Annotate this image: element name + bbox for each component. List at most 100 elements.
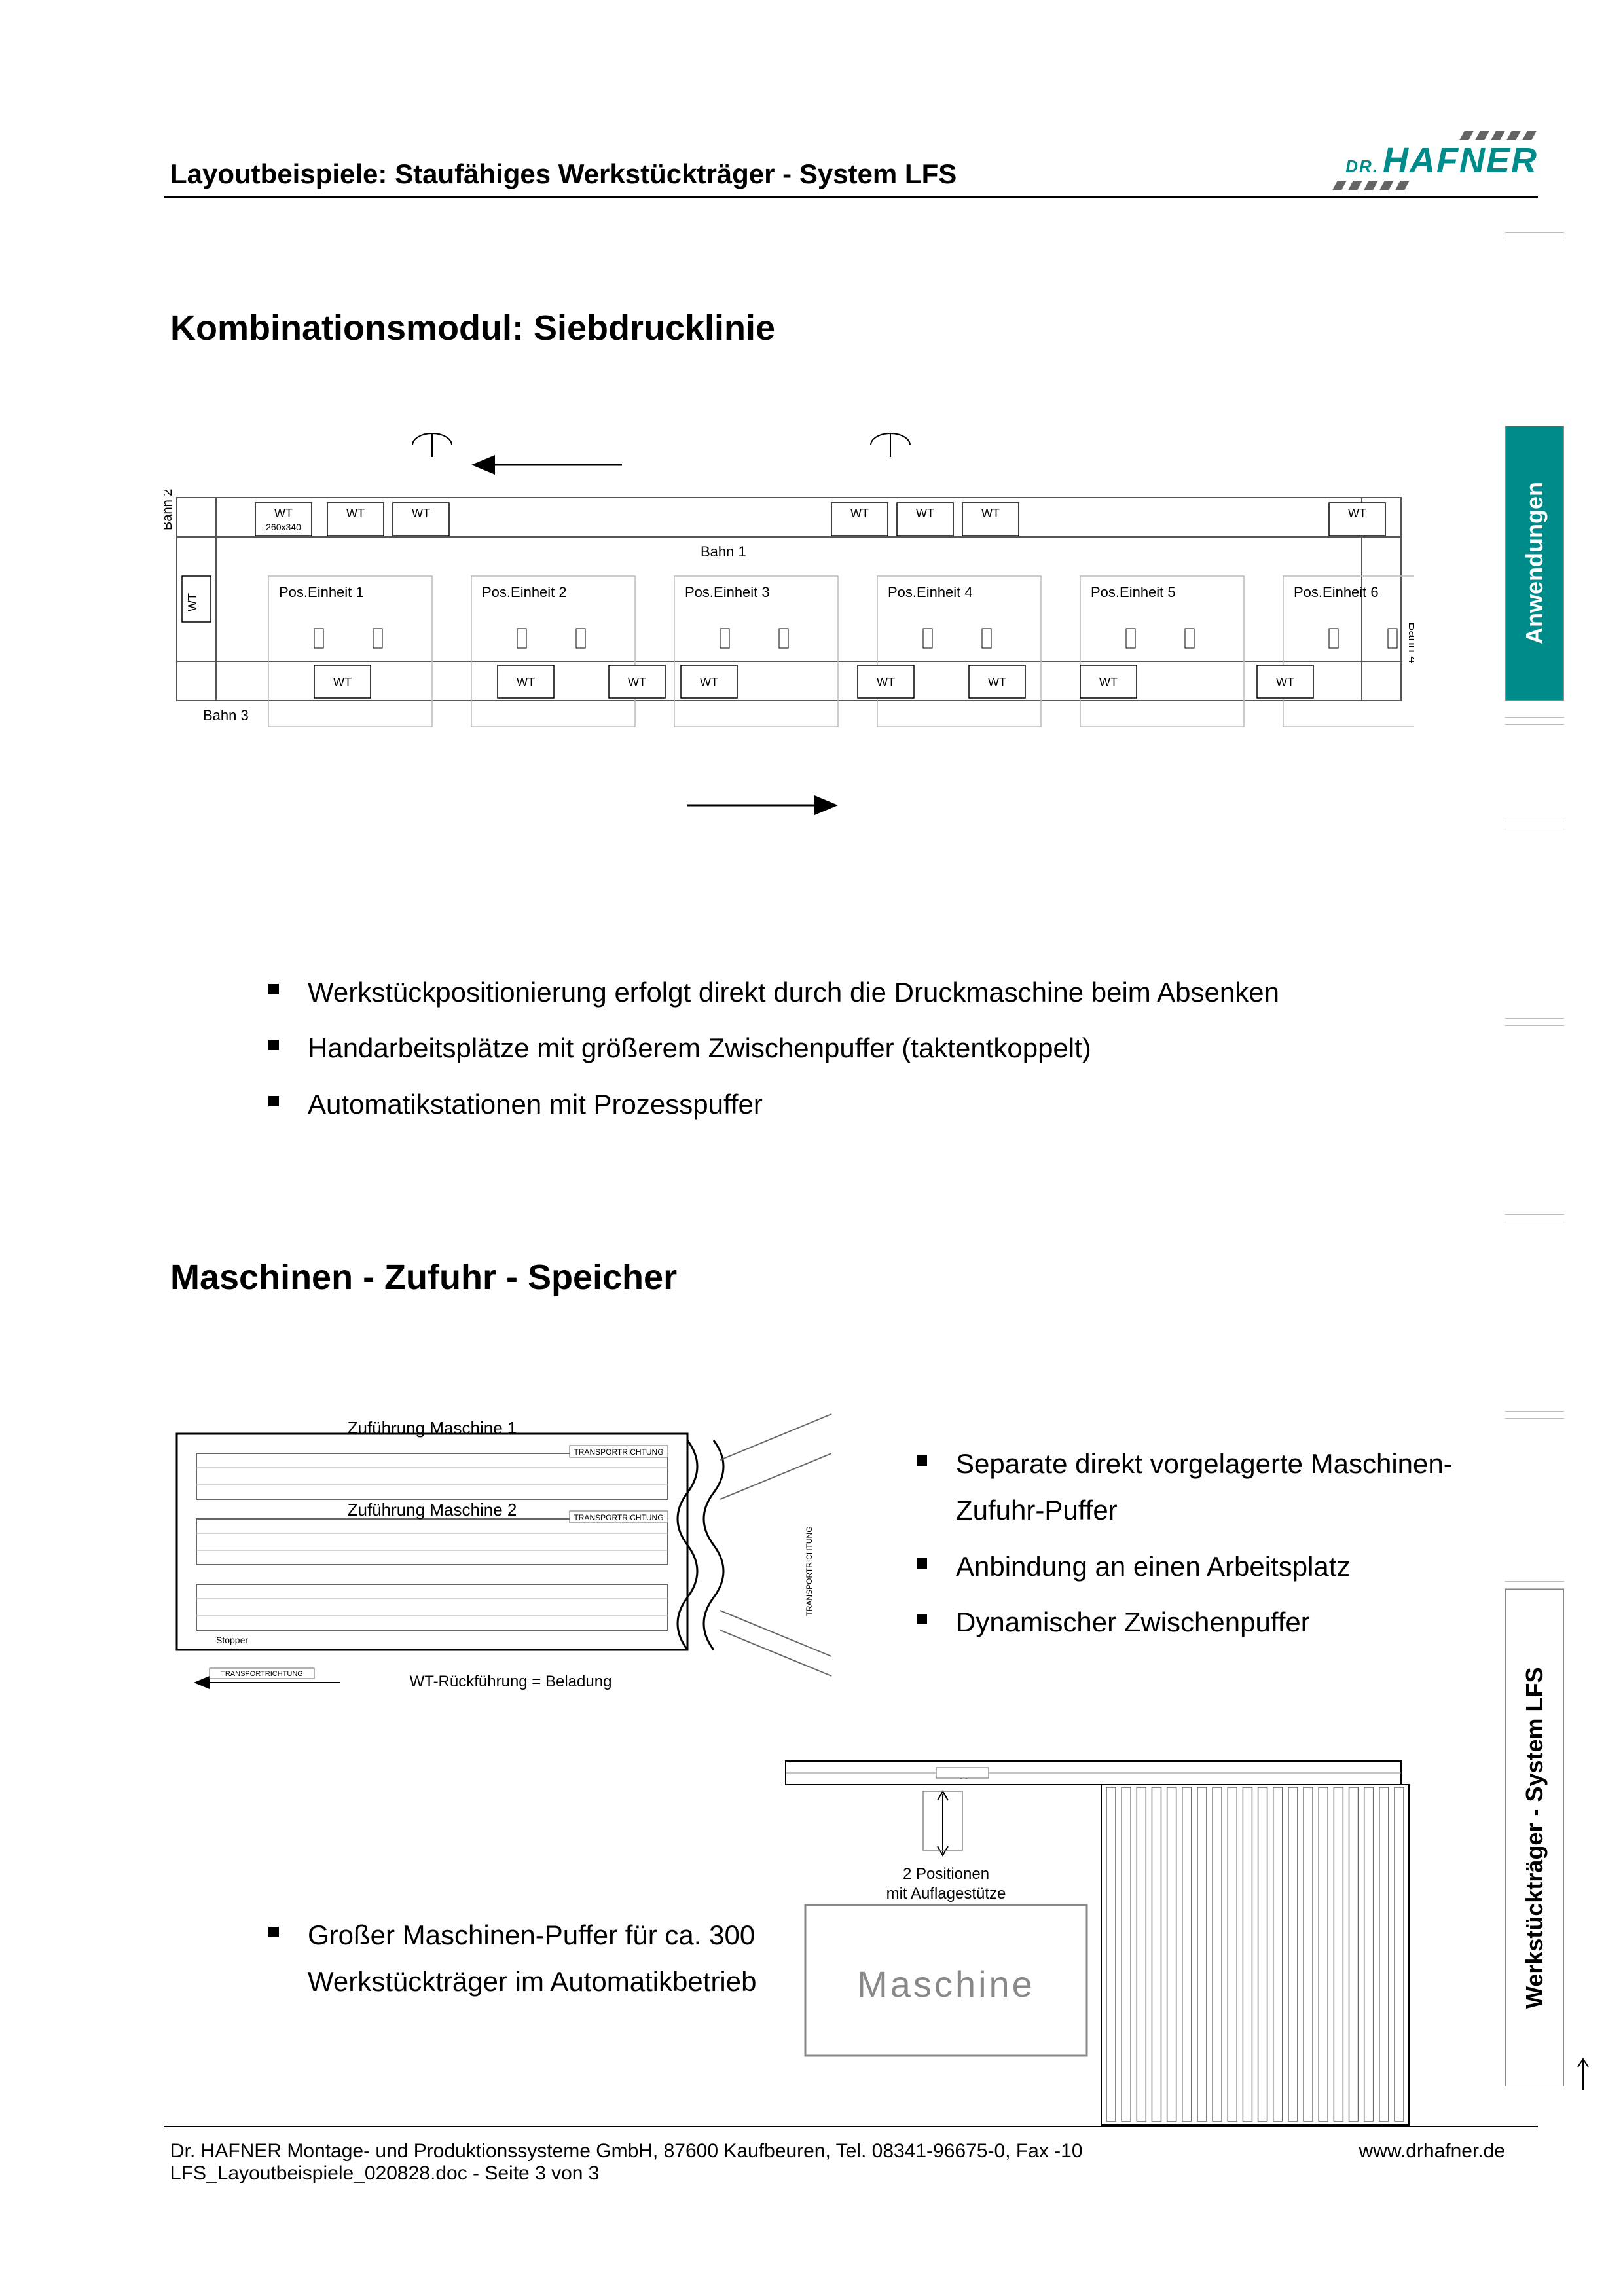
diagram-maschine-buffer: Stopper Maschine 2 Positionen mit Auflag… (779, 1755, 1414, 2134)
buffer-slot (1395, 1787, 1404, 2121)
bullet-item: Werkstückpositionierung erfolgt direkt d… (268, 969, 1453, 1015)
wt-box: WT (1329, 503, 1385, 536)
processing-station: Pos.Einheit 6 (1283, 576, 1414, 727)
buffer-slot (1288, 1787, 1298, 2121)
bullet-item: Dynamischer Zwischenpuffer (917, 1599, 1492, 1645)
bullet-item: Handarbeitsplätze mit größerem Zwischenp… (268, 1025, 1453, 1071)
bullet-list-zufuhr: Separate direkt vorgelagerte Maschinen-Z… (917, 1440, 1492, 1655)
wt-box: WT (1257, 665, 1313, 698)
side-tab-system-lfs[interactable]: Werkstückträger - System LFS (1505, 1589, 1564, 2086)
wt-box: WT (897, 503, 953, 536)
wt-box: WT (498, 665, 554, 698)
wt-box: WT (327, 503, 384, 536)
wt-box: WT 260x340 (255, 503, 312, 536)
section-heading-siebdruck: Kombinationsmodul: Siebdrucklinie (170, 308, 775, 348)
buffer-slot (1334, 1787, 1343, 2121)
bullet-list-siebdruck: Werkstückpositionierung erfolgt direkt d… (268, 969, 1453, 1137)
brand-logo: DR. HAFNER (1345, 131, 1538, 190)
side-tab-label: Werkstückträger - System LFS (1521, 1667, 1548, 2009)
svg-text:Pos.Einheit 2: Pos.Einheit 2 (482, 584, 567, 600)
svg-text:Pos.Einheit 4: Pos.Einheit 4 (888, 584, 973, 600)
svg-text:WT: WT (333, 676, 352, 689)
svg-text:TRANSPORTRICHTUNG: TRANSPORTRICHTUNG (221, 1670, 303, 1678)
footer-divider (164, 2126, 1538, 2127)
stopper-label: Stopper (216, 1635, 248, 1645)
diagram-zufuhr-speicher: TRANSPORTRICHTUNG TRANSPORTRICHTUNG Zufü… (170, 1394, 838, 1728)
side-tab-anwendungen[interactable]: Anwendungen (1505, 426, 1564, 701)
svg-text:Pos.Einheit 6: Pos.Einheit 6 (1294, 584, 1379, 600)
buffer-slot (1379, 1787, 1389, 2121)
header-divider (164, 196, 1538, 198)
diagram-siebdrucklinie: Pos.Einheit 1 Pos.Einheit 2 Pos.Einheit 3 P… (164, 426, 1414, 858)
svg-text:WT: WT (346, 507, 365, 520)
side-arrow-up-icon (1573, 2054, 1593, 2093)
buffer-slot (1137, 1787, 1146, 2121)
logo-prefix: DR. (1345, 156, 1379, 177)
feed-label-1: Zuführung Maschine 1 (348, 1418, 517, 1438)
wt-box: WT (858, 665, 914, 698)
buffer-slot (1213, 1787, 1222, 2121)
svg-text:WT: WT (1276, 676, 1294, 689)
lane-label-bahn3: Bahn 3 (203, 707, 249, 723)
svg-text:WT: WT (850, 507, 869, 520)
transport-direction-label: TRANSPORTRICHTUNG (574, 1448, 663, 1457)
buffer-slot (1273, 1787, 1283, 2121)
lane-label-bahn4: Bahn 4 (1406, 622, 1414, 663)
buffer-slot (1106, 1787, 1116, 2121)
side-tab-label: Anwendungen (1521, 482, 1548, 644)
svg-text:WT: WT (274, 507, 293, 520)
svg-text:WT: WT (186, 593, 199, 611)
processing-station: Pos.Einheit 2 (471, 576, 635, 727)
buffer-slot (1228, 1787, 1237, 2121)
svg-text:260x340: 260x340 (266, 522, 301, 532)
svg-text:Pos.Einheit 5: Pos.Einheit 5 (1091, 584, 1176, 600)
svg-text:WT: WT (1348, 507, 1366, 520)
positions-label-1: 2 Positionen (903, 1865, 989, 1883)
section-heading-zufuhr: Maschinen - Zufuhr - Speicher (170, 1257, 677, 1298)
svg-text:WT: WT (877, 676, 895, 689)
buffer-slot (1152, 1787, 1161, 2121)
svg-text:WT: WT (517, 676, 535, 689)
svg-text:WT: WT (628, 676, 646, 689)
lane-label-bahn1: Bahn 1 (701, 543, 746, 560)
wt-box: WT (182, 576, 211, 622)
bullet-item: Anbindung an einen Arbeitsplatz (917, 1543, 1492, 1590)
bullet-item: Automatikstationen mit Prozesspuffer (268, 1081, 1453, 1127)
buffer-slot (1197, 1787, 1207, 2121)
feed-label-2: Zuführung Maschine 2 (348, 1500, 517, 1520)
bullet-list-machine-buffer: Großer Maschinen-Puffer für ca. 300 Werk… (268, 1912, 759, 2014)
svg-text:WT: WT (916, 507, 934, 520)
return-label: WT-Rückführung = Beladung (410, 1673, 612, 1690)
svg-text:WT: WT (981, 507, 1000, 520)
logo-name: HAFNER (1383, 140, 1538, 181)
buffer-slot (1319, 1787, 1328, 2121)
page-header: Layoutbeispiele: Staufähiges Werkstücktr… (170, 131, 1538, 203)
buffer-slot (1167, 1787, 1176, 2121)
wt-box: WT (962, 503, 1019, 536)
processing-station: Pos.Einheit 4 (877, 576, 1041, 727)
footer-address: Dr. HAFNER Montage- und Produktionssyste… (170, 2140, 1083, 2162)
svg-text:WT: WT (412, 507, 430, 520)
buffer-slot (1364, 1787, 1374, 2121)
view-eye-icon (412, 433, 452, 457)
machine-label: Maschine (857, 1963, 1035, 2005)
svg-text:TRANSPORTRICHTUNG: TRANSPORTRICHTUNG (805, 1526, 814, 1616)
processing-station: Pos.Einheit 3 (674, 576, 838, 727)
buffer-slot (1182, 1787, 1192, 2121)
buffer-slot (1349, 1787, 1359, 2121)
svg-text:WT: WT (988, 676, 1006, 689)
bullet-item: Großer Maschinen-Puffer für ca. 300 Werk… (268, 1912, 759, 2005)
wt-box: WT (314, 665, 371, 698)
page-title: Layoutbeispiele: Staufähiges Werkstücktr… (170, 158, 957, 190)
wt-box: WT (681, 665, 737, 698)
svg-text:WT: WT (700, 676, 718, 689)
wt-box: WT (831, 503, 888, 536)
svg-text:WT: WT (1099, 676, 1118, 689)
page-footer: Dr. HAFNER Montage- und Produktionssyste… (170, 2140, 1505, 2185)
buffer-slot (1304, 1787, 1313, 2121)
footer-url: www.drhafner.de (1359, 2140, 1505, 2162)
footer-docinfo: LFS_Layoutbeispiele_020828.doc - Seite 3… (170, 2162, 1083, 2185)
lane-label-bahn2: Bahn 2 (164, 489, 175, 530)
svg-text:TRANSPORTRICHTUNG: TRANSPORTRICHTUNG (574, 1513, 663, 1522)
svg-text:Pos.Einheit 1: Pos.Einheit 1 (279, 584, 364, 600)
